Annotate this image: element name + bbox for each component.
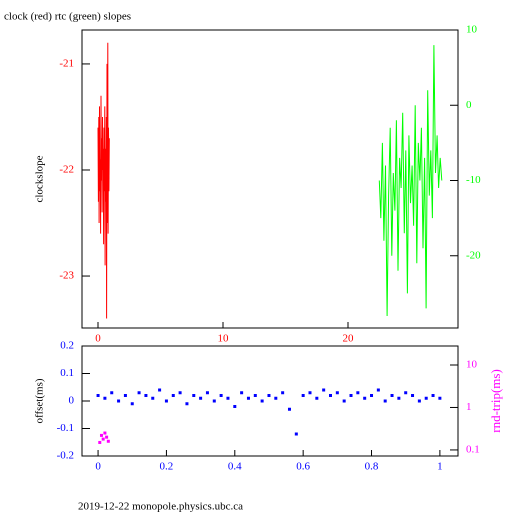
point <box>98 440 102 444</box>
point <box>233 405 237 408</box>
y-axis-label: offset(ms) <box>34 378 46 423</box>
point <box>110 391 114 395</box>
point <box>205 391 209 395</box>
plot-frame <box>81 345 459 457</box>
x-tick-label: 0.2 <box>160 461 174 473</box>
x-tick-label: 10 <box>218 333 230 345</box>
x-tick-label: 1 <box>437 461 443 473</box>
point <box>103 431 107 435</box>
x-tick-label: 0.6 <box>296 461 310 473</box>
y2-tick-label: 1 <box>466 401 472 413</box>
y-tick-label: 0.2 <box>60 340 74 352</box>
y-tick-label: -0.2 <box>57 450 74 462</box>
point <box>383 399 387 403</box>
point <box>267 394 271 397</box>
y2-tick-label: 0 <box>466 99 472 111</box>
point <box>411 394 415 397</box>
point <box>226 396 230 400</box>
point <box>363 396 367 400</box>
point <box>178 391 182 395</box>
point <box>438 396 442 400</box>
y-tick-label: -22 <box>59 164 74 176</box>
series-line <box>378 45 443 317</box>
point <box>106 439 110 443</box>
point <box>431 394 435 397</box>
point <box>117 399 121 403</box>
point <box>123 394 127 397</box>
point <box>329 394 333 397</box>
point <box>253 394 257 397</box>
point <box>96 394 100 397</box>
point <box>301 394 305 397</box>
y2-tick-label: 10 <box>466 359 478 371</box>
point <box>246 396 250 400</box>
point <box>294 432 298 436</box>
point <box>212 399 216 403</box>
point <box>171 394 175 397</box>
y-tick-label: -23 <box>59 270 74 282</box>
point <box>315 396 319 400</box>
y2-tick-label: 10 <box>466 24 478 36</box>
point <box>192 394 196 397</box>
point <box>404 391 408 395</box>
point <box>390 394 394 397</box>
y2-tick-label: -20 <box>466 249 481 261</box>
point <box>308 391 312 395</box>
point <box>376 388 380 392</box>
y-tick-label: 0 <box>69 395 75 407</box>
footer: 2019-12-22 monopole.physics.ubc.ca <box>78 501 243 512</box>
point <box>185 402 189 406</box>
y-tick-label: -0.1 <box>57 422 74 434</box>
x-tick-label: 0 <box>95 333 101 345</box>
point <box>103 396 107 400</box>
y2-tick-label: -10 <box>466 174 481 186</box>
chart-title: clock (red) rtc (green) slopes <box>4 11 131 23</box>
point <box>335 391 339 395</box>
y2-axis-label: rnd-trip(ms) <box>488 369 503 433</box>
x-tick-label: 0.4 <box>228 461 242 473</box>
point <box>342 399 346 403</box>
plot-frame <box>81 29 459 329</box>
y-tick-label: -21 <box>59 57 74 69</box>
point <box>417 399 421 403</box>
point <box>260 399 264 403</box>
x-tick-label: 0 <box>95 461 101 473</box>
x-tick-label: 0.8 <box>365 461 379 473</box>
y2-tick-label: 0.1 <box>466 443 480 455</box>
point <box>281 391 285 395</box>
point <box>397 396 401 400</box>
point <box>274 396 278 400</box>
point <box>151 396 155 400</box>
point <box>164 399 168 403</box>
point <box>158 388 162 392</box>
point <box>137 391 141 395</box>
point <box>105 435 109 439</box>
point <box>99 433 103 437</box>
point <box>287 407 291 411</box>
point <box>349 394 353 397</box>
point <box>144 394 148 397</box>
point <box>370 394 374 397</box>
y-axis-label: clockslope <box>34 155 46 202</box>
point <box>356 391 360 395</box>
point <box>240 391 244 395</box>
point <box>101 437 105 441</box>
point <box>322 388 326 392</box>
point <box>424 396 428 400</box>
point <box>219 394 223 397</box>
y-tick-label: 0.1 <box>60 367 74 379</box>
point <box>199 396 203 400</box>
point <box>130 402 134 406</box>
series-line <box>97 42 110 319</box>
x-tick-label: 20 <box>343 333 355 345</box>
